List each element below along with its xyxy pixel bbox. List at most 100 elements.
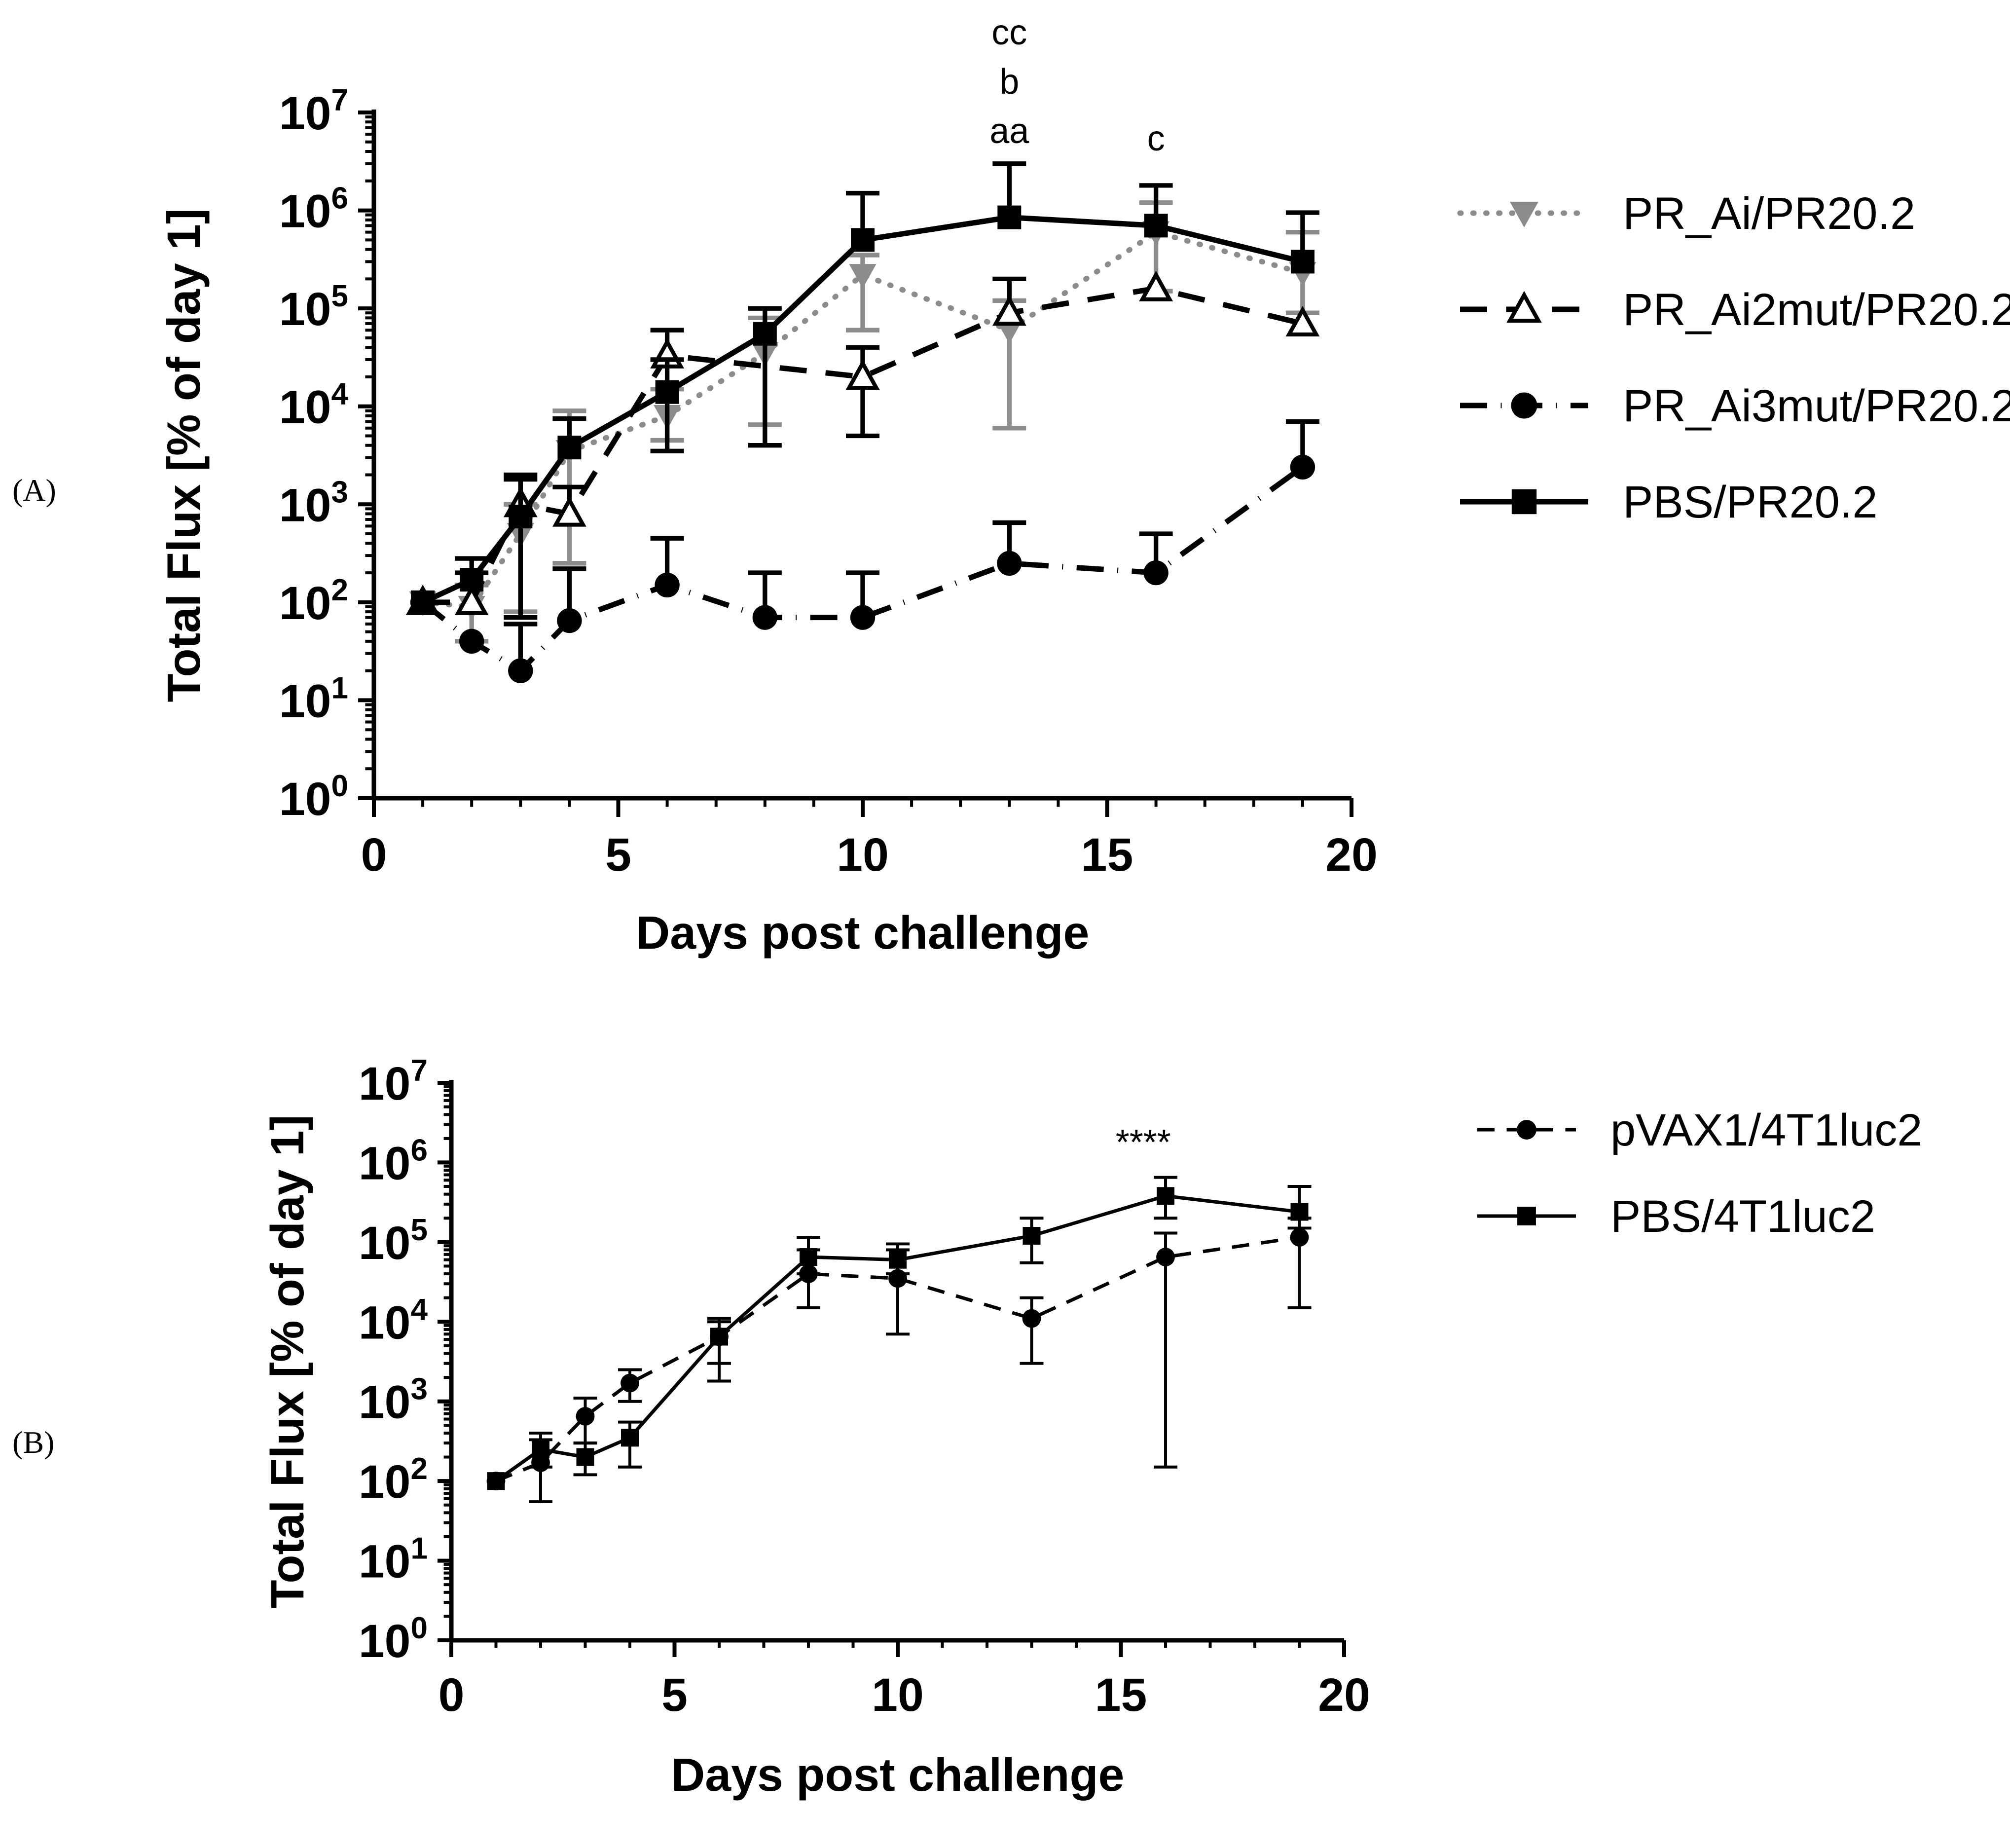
legend-entry: PR_Ai/PR20.2 <box>1457 188 1915 239</box>
y-tick-exponent: 1 <box>331 671 348 705</box>
significance-annotation: cc <box>991 13 1027 52</box>
y-tick-base: 10 <box>359 1456 411 1508</box>
y-tick-exponent: 6 <box>411 1133 428 1167</box>
data-point <box>1290 1228 1309 1247</box>
data-point <box>1290 250 1315 274</box>
y-tick-base: 10 <box>279 87 331 140</box>
data-point <box>1143 560 1169 586</box>
x-tick-label: 20 <box>1325 829 1378 881</box>
y-tick-base: 10 <box>279 283 331 335</box>
data-point <box>850 605 876 630</box>
legend-marker <box>1511 392 1537 419</box>
data-point <box>710 1328 728 1346</box>
panel-label: (B) <box>12 1425 54 1460</box>
series-line <box>495 1235 1300 1483</box>
y-tick-exponent: 4 <box>331 377 349 411</box>
x-tick-label: 0 <box>361 829 387 881</box>
data-point <box>655 380 679 404</box>
series-3 <box>411 161 1319 620</box>
y-tick-label: 106 <box>359 1133 428 1189</box>
series-line <box>421 215 1304 605</box>
data-point <box>621 1373 639 1393</box>
y-tick-exponent: 0 <box>331 769 348 803</box>
y-tick-exponent: 0 <box>411 1611 428 1645</box>
legend-marker <box>1511 489 1537 515</box>
y-tick-base: 10 <box>279 479 331 531</box>
y-tick-exponent: 1 <box>411 1532 428 1566</box>
y-tick-label: 100 <box>279 769 348 825</box>
y-tick-label: 107 <box>359 1054 428 1110</box>
y-tick-label: 106 <box>279 182 348 238</box>
x-axis-title: Days post challenge <box>636 907 1090 959</box>
y-tick-base: 10 <box>359 1376 411 1429</box>
y-tick-base: 10 <box>359 1615 411 1667</box>
y-tick-base: 10 <box>279 381 331 434</box>
x-tick-label: 10 <box>837 829 889 881</box>
x-tick-label: 5 <box>605 829 631 881</box>
y-tick-label: 102 <box>359 1452 428 1508</box>
y-tick-base: 10 <box>279 185 331 238</box>
data-point <box>576 1448 594 1466</box>
y-tick-exponent: 6 <box>331 182 348 216</box>
series-line <box>421 465 1305 674</box>
data-point <box>552 496 586 527</box>
x-tick-label: 5 <box>661 1669 688 1721</box>
data-point <box>997 205 1022 229</box>
data-point <box>576 1407 595 1426</box>
data-point <box>752 605 778 630</box>
y-axis-title: Total Flux [% of day 1] <box>158 208 210 702</box>
data-point <box>655 572 680 598</box>
y-tick-exponent: 5 <box>331 279 348 313</box>
y-tick-base: 10 <box>359 1137 411 1189</box>
data-point <box>460 568 484 592</box>
data-point <box>1290 1203 1309 1221</box>
data-point <box>1144 214 1168 238</box>
series-1 <box>487 1176 1312 1490</box>
x-tick-label: 15 <box>1095 1669 1147 1721</box>
data-point <box>753 322 777 346</box>
x-tick-label: 15 <box>1081 829 1133 881</box>
data-point <box>1156 1248 1175 1266</box>
data-point <box>889 1251 907 1269</box>
y-tick-exponent: 2 <box>331 573 348 607</box>
y-tick-label: 107 <box>279 83 348 140</box>
y-tick-label: 102 <box>279 573 348 629</box>
legend-entry: PBS/PR20.2 <box>1460 477 1878 527</box>
y-axis-title: Total Flux [% of day 1] <box>261 1114 314 1608</box>
y-tick-label: 104 <box>279 377 349 434</box>
data-point <box>1139 270 1173 301</box>
y-tick-label: 100 <box>359 1611 428 1667</box>
data-point <box>532 1440 549 1458</box>
series-2 <box>410 419 1319 683</box>
y-tick-label: 103 <box>359 1372 428 1429</box>
data-point <box>454 585 489 615</box>
y-tick-exponent: 7 <box>331 83 348 117</box>
y-tick-label: 104 <box>359 1293 428 1349</box>
data-point <box>557 436 582 460</box>
legend-label: PBS/PR20.2 <box>1623 477 1878 527</box>
y-tick-exponent: 3 <box>331 475 348 509</box>
x-tick-label: 0 <box>439 1669 465 1721</box>
series-line <box>495 1194 1300 1482</box>
legend-marker <box>1506 291 1542 323</box>
significance-annotation: c <box>1147 119 1165 158</box>
significance-annotation: **** <box>1116 1123 1171 1162</box>
data-point <box>1157 1187 1174 1205</box>
data-point <box>557 608 582 633</box>
legend-entry: PBS/4T1luc2 <box>1477 1191 1875 1242</box>
data-point <box>508 658 533 683</box>
legend-label: PBS/4T1luc2 <box>1610 1191 1875 1242</box>
y-tick-base: 10 <box>359 1296 411 1349</box>
significance-annotation: aa <box>989 111 1029 151</box>
y-tick-label: 105 <box>359 1213 428 1269</box>
series-line <box>420 229 1306 610</box>
legend-marker <box>1510 201 1538 227</box>
y-tick-label: 105 <box>279 279 348 335</box>
y-tick-exponent: 7 <box>411 1054 428 1088</box>
x-axis-title: Days post challenge <box>671 1749 1125 1801</box>
legend-label: PR_Ai/PR20.2 <box>1623 188 1915 239</box>
data-point <box>997 551 1022 576</box>
data-point <box>851 228 875 252</box>
